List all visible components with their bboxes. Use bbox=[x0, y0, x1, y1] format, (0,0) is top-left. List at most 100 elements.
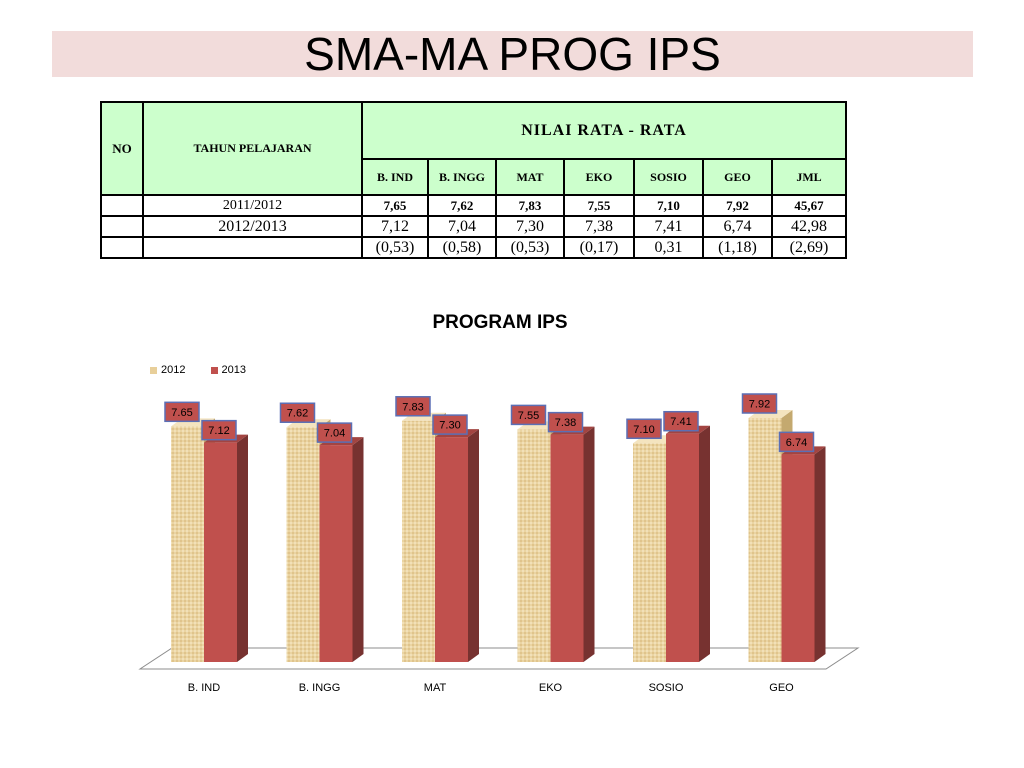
data-label-2012-B. IND: 7.65 bbox=[171, 407, 192, 419]
bar-2012-B. INGG bbox=[286, 427, 320, 662]
data-label-2013-EKO: 7.38 bbox=[555, 417, 576, 429]
data-label-box-2012-EKO bbox=[510, 404, 547, 426]
bar-2012-B. IND bbox=[171, 426, 204, 662]
data-label-2013-SOSIO: 7.41 bbox=[670, 416, 691, 428]
cell-no bbox=[100, 236, 144, 259]
bar-side-2013-MAT bbox=[468, 429, 479, 662]
data-label-2013-B. IND: 7.12 bbox=[208, 425, 229, 437]
bar-2013-B. IND bbox=[204, 442, 237, 662]
bar-2012-GEO bbox=[748, 418, 782, 662]
no-header: NO bbox=[100, 101, 144, 196]
data-label-box-2012-B. INGG bbox=[279, 402, 316, 423]
data-label-2012-EKO: 7.55 bbox=[518, 410, 539, 422]
cell-value: 7,92 bbox=[702, 194, 773, 217]
cell-value: 7,38 bbox=[563, 215, 635, 238]
data-label-2012-SOSIO: 7.10 bbox=[633, 424, 654, 436]
cell-value: (0,58) bbox=[427, 236, 497, 259]
data-label-2012-B. INGG: 7.62 bbox=[287, 408, 308, 420]
data-label-box-2012-SOSIO bbox=[626, 418, 662, 440]
cell-value: 7,55 bbox=[563, 194, 635, 217]
cell-value: 7,04 bbox=[427, 215, 497, 238]
col-header: EKO bbox=[563, 158, 635, 196]
legend-label: 2013 bbox=[221, 364, 247, 376]
cell-value: 7,83 bbox=[495, 194, 565, 217]
data-label-box-2012-B. IND bbox=[164, 401, 200, 423]
cell-value: 45,67 bbox=[771, 194, 847, 217]
cell-no bbox=[100, 194, 144, 217]
cell-value: (2,69) bbox=[771, 236, 847, 259]
cell-value: 7,41 bbox=[633, 215, 704, 238]
cell-value: 0,31 bbox=[633, 236, 704, 259]
table-row: (0,53) (0,58) (0,53) (0,17) 0,31 (1,18) … bbox=[100, 236, 847, 259]
data-label-box-2012-MAT bbox=[395, 396, 431, 417]
cell-value: (0,17) bbox=[563, 236, 635, 259]
col-header: JML bbox=[771, 158, 847, 196]
cell-no bbox=[100, 215, 144, 238]
data-label-box-2013-SOSIO bbox=[663, 410, 699, 432]
data-label-2012-MAT: 7.83 bbox=[402, 401, 423, 413]
category-label-EKO: EKO bbox=[539, 682, 563, 694]
legend-item-2012: 2012 bbox=[150, 364, 185, 376]
data-label-box-2013-B. INGG bbox=[316, 422, 353, 443]
legend-label: 2012 bbox=[161, 364, 186, 376]
col-header: B. INGG bbox=[427, 158, 497, 196]
category-label-SOSIO: SOSIO bbox=[649, 682, 684, 694]
slide-title: SMA-MA PROG IPS bbox=[304, 28, 721, 80]
bar-side-2013-B. INGG bbox=[352, 437, 364, 662]
title-band bbox=[52, 31, 973, 77]
data-label-2013-B. INGG: 7.04 bbox=[324, 428, 345, 440]
category-label-GEO: GEO bbox=[769, 682, 794, 694]
data-label-box-2012-GEO bbox=[741, 393, 778, 414]
cell-value: (0,53) bbox=[495, 236, 565, 259]
bar-2013-B. INGG bbox=[319, 445, 353, 662]
legend-item-2013: 2013 bbox=[210, 364, 247, 376]
bar-side-2013-SOSIO bbox=[699, 425, 710, 662]
bar-side-2013-EKO bbox=[583, 426, 595, 662]
col-header: MAT bbox=[495, 158, 565, 196]
cell-value: 6,74 bbox=[702, 215, 773, 238]
cell-year: 2012/2013 bbox=[142, 215, 363, 238]
col-header: B. IND bbox=[361, 158, 429, 196]
bar-2012-EKO bbox=[517, 429, 551, 662]
table-row: 2011/2012 7,65 7,62 7,83 7,55 7,10 7,92 … bbox=[100, 194, 847, 217]
cell-value: 7,10 bbox=[633, 194, 704, 217]
cell-value: 42,98 bbox=[771, 215, 847, 238]
bar-side-2013-GEO bbox=[814, 446, 826, 662]
data-label-box-2013-GEO bbox=[778, 431, 815, 453]
cell-year: 2011/2012 bbox=[142, 194, 363, 217]
chart-title: PROGRAM IPS bbox=[432, 312, 568, 333]
cell-year bbox=[142, 236, 363, 259]
bar-2013-GEO bbox=[781, 454, 815, 662]
bar-2013-EKO bbox=[550, 434, 584, 662]
cell-value: 7,62 bbox=[427, 194, 497, 217]
score-table: NO TAHUN PELAJARAN NILAI RATA - RATA B. … bbox=[100, 101, 847, 259]
cell-value: 7,30 bbox=[495, 215, 565, 238]
cell-value: 7,65 bbox=[361, 194, 429, 217]
cell-value: (1,18) bbox=[702, 236, 773, 259]
data-label-2013-MAT: 7.30 bbox=[439, 420, 460, 432]
col-header: GEO bbox=[702, 158, 773, 196]
data-label-box-2013-MAT bbox=[432, 414, 468, 435]
data-label-2013-GEO: 6.74 bbox=[786, 437, 807, 449]
bar-2012-SOSIO bbox=[633, 443, 666, 662]
table-row: 2012/2013 7,12 7,04 7,30 7,38 7,41 6,74 … bbox=[100, 215, 847, 238]
year-header: TAHUN PELAJARAN bbox=[142, 101, 363, 196]
bar-2013-SOSIO bbox=[666, 433, 699, 662]
data-label-2012-GEO: 7.92 bbox=[749, 399, 770, 411]
cell-value: (0,53) bbox=[361, 236, 429, 259]
category-label-MAT: MAT bbox=[424, 682, 447, 694]
category-label-B. INGG: B. INGG bbox=[299, 682, 341, 694]
bar-2012-MAT bbox=[402, 420, 435, 662]
bar-side-2013-B. IND bbox=[237, 434, 248, 662]
category-label-B. IND: B. IND bbox=[188, 682, 220, 694]
group-header: NILAI RATA - RATA bbox=[361, 101, 847, 160]
col-header: SOSIO bbox=[633, 158, 704, 196]
cell-value: 7,12 bbox=[361, 215, 429, 238]
legend-swatch-2012 bbox=[150, 366, 157, 374]
chart-legend: 2012 2013 bbox=[150, 364, 268, 377]
data-label-box-2013-B. IND bbox=[201, 419, 237, 441]
legend-swatch-2013 bbox=[210, 366, 218, 374]
bar-2013-MAT bbox=[435, 437, 468, 662]
data-label-box-2013-EKO bbox=[547, 411, 584, 433]
